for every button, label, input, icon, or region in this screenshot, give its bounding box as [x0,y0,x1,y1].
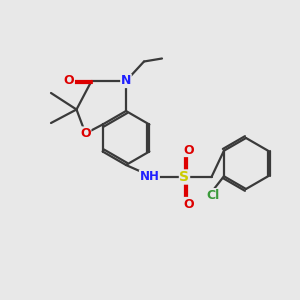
Text: Cl: Cl [207,189,220,202]
Text: O: O [184,197,194,211]
Text: O: O [80,127,91,140]
Text: N: N [121,74,131,88]
Text: NH: NH [140,170,159,184]
Text: O: O [184,143,194,157]
Text: S: S [179,170,190,184]
Text: O: O [64,74,74,88]
